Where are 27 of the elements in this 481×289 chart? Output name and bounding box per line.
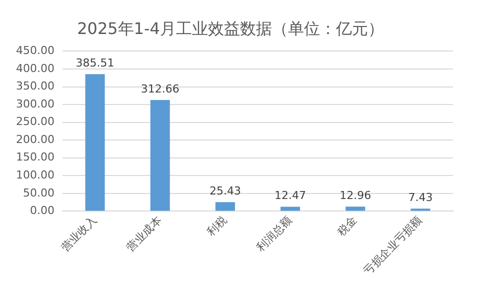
x-tick-label: 利润总额 <box>254 214 294 254</box>
y-tick-label: 350.00 <box>16 80 54 93</box>
data-label: 312.66 <box>140 82 180 96</box>
x-tick-label: 营业成本 <box>124 214 164 254</box>
data-label: 25.43 <box>209 184 241 198</box>
data-label: 385.51 <box>76 56 114 70</box>
y-tick-label: 400.00 <box>16 62 54 75</box>
data-label: 12.47 <box>274 189 306 202</box>
bar <box>346 206 366 211</box>
data-label: 7.43 <box>408 190 433 204</box>
y-tick-label: 200.00 <box>16 132 54 146</box>
y-tick-label: 300.00 <box>16 97 54 110</box>
y-tick-label: 0.00 <box>30 204 54 218</box>
chart-title: 2025年1-4月工业效益数据（单位：亿元） <box>77 18 384 38</box>
x-tick-label: 营业收入 <box>58 214 100 254</box>
x-tick-label: 亏损企业亏损额 <box>360 214 425 278</box>
y-tick-label: 100.00 <box>16 168 54 182</box>
y-tick-label: 450.00 <box>16 44 54 58</box>
y-tick-label: 150.00 <box>16 150 54 164</box>
bar <box>85 74 105 211</box>
y-tick-label: 250.00 <box>16 115 54 128</box>
bar <box>215 202 235 211</box>
data-label: 12.96 <box>340 188 372 202</box>
y-tick-label: 50.00 <box>22 186 54 200</box>
bar <box>150 100 170 211</box>
x-tick-label: 利税 <box>204 214 230 239</box>
x-tick-label: 税金 <box>334 214 360 239</box>
